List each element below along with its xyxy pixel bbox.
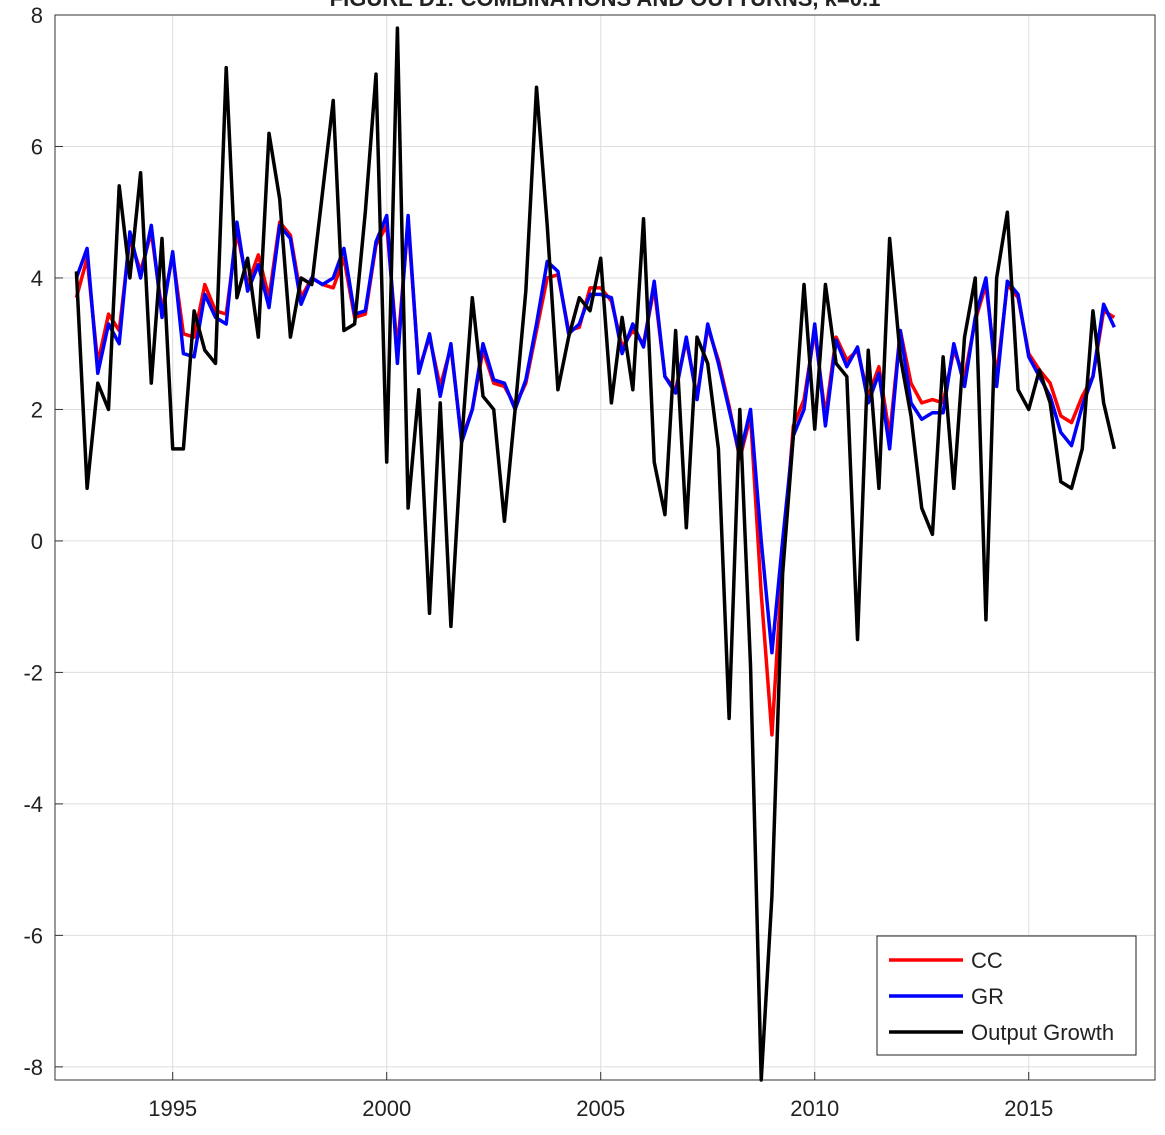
y-tick-label: 4 — [31, 266, 43, 291]
series-line — [74, 26, 1117, 1082]
legend-label: GR — [971, 984, 1004, 1009]
plot-frame — [54, 14, 1156, 1081]
y-tick-label: -6 — [23, 923, 43, 948]
legend-label: Output Growth — [971, 1020, 1114, 1045]
legend-label: CC — [971, 948, 1003, 973]
legend-box — [876, 935, 1137, 1056]
y-tick-label: 2 — [31, 397, 43, 422]
y-tick-label: -8 — [23, 1055, 43, 1080]
y-tick-label: -4 — [23, 792, 43, 817]
x-tick-label: 2010 — [790, 1096, 839, 1121]
x-tick-label: 2000 — [362, 1096, 411, 1121]
chart-title: FIGURE D1: COMBINATIONS AND OUTTURNS, κ=… — [330, 0, 881, 11]
x-tick-label: 1995 — [148, 1096, 197, 1121]
y-tick-label: 6 — [31, 134, 43, 159]
x-tick-label: 2005 — [576, 1096, 625, 1121]
y-tick-label: 0 — [31, 529, 43, 554]
y-tick-label: 8 — [31, 3, 43, 28]
x-tick-label: 2015 — [1004, 1096, 1053, 1121]
y-tick-label: -2 — [23, 660, 43, 685]
